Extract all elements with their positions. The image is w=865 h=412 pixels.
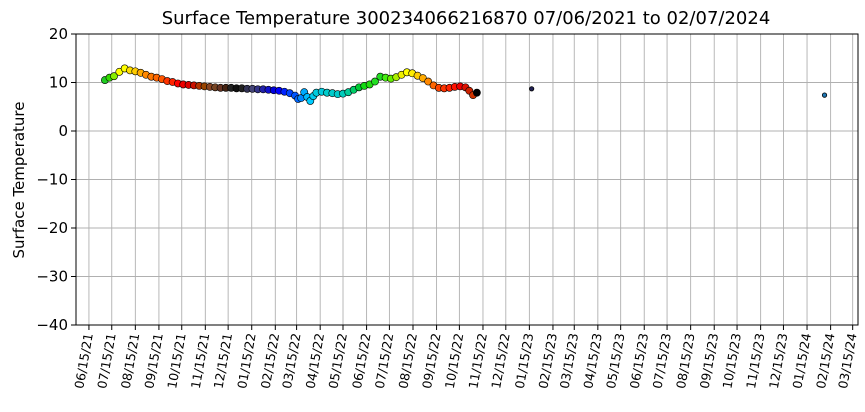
y-tick-label: 20 xyxy=(49,25,68,43)
x-tick-label: 06/15/21 xyxy=(71,332,96,390)
x-tick-label: 01/15/22 xyxy=(234,332,259,390)
x-tick-label: 11/15/23 xyxy=(743,332,768,390)
chart-title: Surface Temperature 300234066216870 07/0… xyxy=(162,8,771,29)
grid xyxy=(76,33,858,326)
x-tick-label: 07/15/23 xyxy=(649,332,674,390)
x-tick-label: 11/15/21 xyxy=(188,332,213,390)
x-tick-label: 08/15/22 xyxy=(395,332,420,390)
x-tick-label: 04/15/23 xyxy=(580,332,605,390)
x-tick-label: 01/15/24 xyxy=(789,332,814,390)
x-tick-label: 02/15/24 xyxy=(813,332,838,390)
x-tick-label: 12/15/22 xyxy=(488,332,513,390)
x-tick-label: 06/15/23 xyxy=(627,332,652,390)
x-tick-label: 07/15/22 xyxy=(372,332,397,390)
x-tick-label: 05/15/22 xyxy=(325,332,350,390)
x-tick-label: 03/15/24 xyxy=(835,332,860,390)
x-tick-label: 03/15/23 xyxy=(557,332,582,390)
x-tick-label: 04/15/22 xyxy=(303,332,328,390)
x-tick-label: 06/15/22 xyxy=(349,332,374,390)
x-tick-label: 10/15/23 xyxy=(719,332,744,390)
y-tick-label: 0 xyxy=(58,122,68,140)
y-tick-label: −40 xyxy=(36,316,68,334)
x-tick-label: 10/15/22 xyxy=(442,332,467,390)
x-tick-label: 01/15/23 xyxy=(512,332,537,390)
x-tick-label: 02/15/22 xyxy=(258,332,283,390)
x-tick-label: 02/15/23 xyxy=(535,332,560,390)
y-tick-label: −20 xyxy=(36,219,68,237)
x-tick-label: 05/15/23 xyxy=(603,332,628,390)
y-tick-label: −10 xyxy=(36,171,68,189)
x-tick-label: 09/15/23 xyxy=(697,332,722,390)
x-tick-label: 08/15/21 xyxy=(118,332,143,390)
data-point xyxy=(472,88,481,97)
data-point xyxy=(110,72,118,81)
x-tick-label: 12/15/21 xyxy=(211,332,236,390)
x-tick-label: 08/15/23 xyxy=(673,332,698,390)
x-tick-label: 12/15/23 xyxy=(766,332,791,390)
x-tick-label: 11/15/22 xyxy=(465,332,490,390)
data-point xyxy=(371,77,379,86)
x-tick-label: 03/15/22 xyxy=(279,332,304,390)
plot-frame xyxy=(75,33,859,326)
x-tick-label: 09/15/22 xyxy=(419,332,444,390)
y-tick-label: 10 xyxy=(49,74,68,92)
x-tick-label: 10/15/21 xyxy=(164,332,189,390)
y-tick-label: −30 xyxy=(36,268,68,286)
data-point xyxy=(821,92,828,98)
data-points xyxy=(101,64,828,105)
y-axis-label: Surface Temperature xyxy=(10,102,28,259)
data-point xyxy=(529,86,535,92)
data-point xyxy=(424,77,433,86)
x-tick-label: 07/15/21 xyxy=(94,332,119,390)
x-tick-label: 09/15/21 xyxy=(141,332,166,390)
